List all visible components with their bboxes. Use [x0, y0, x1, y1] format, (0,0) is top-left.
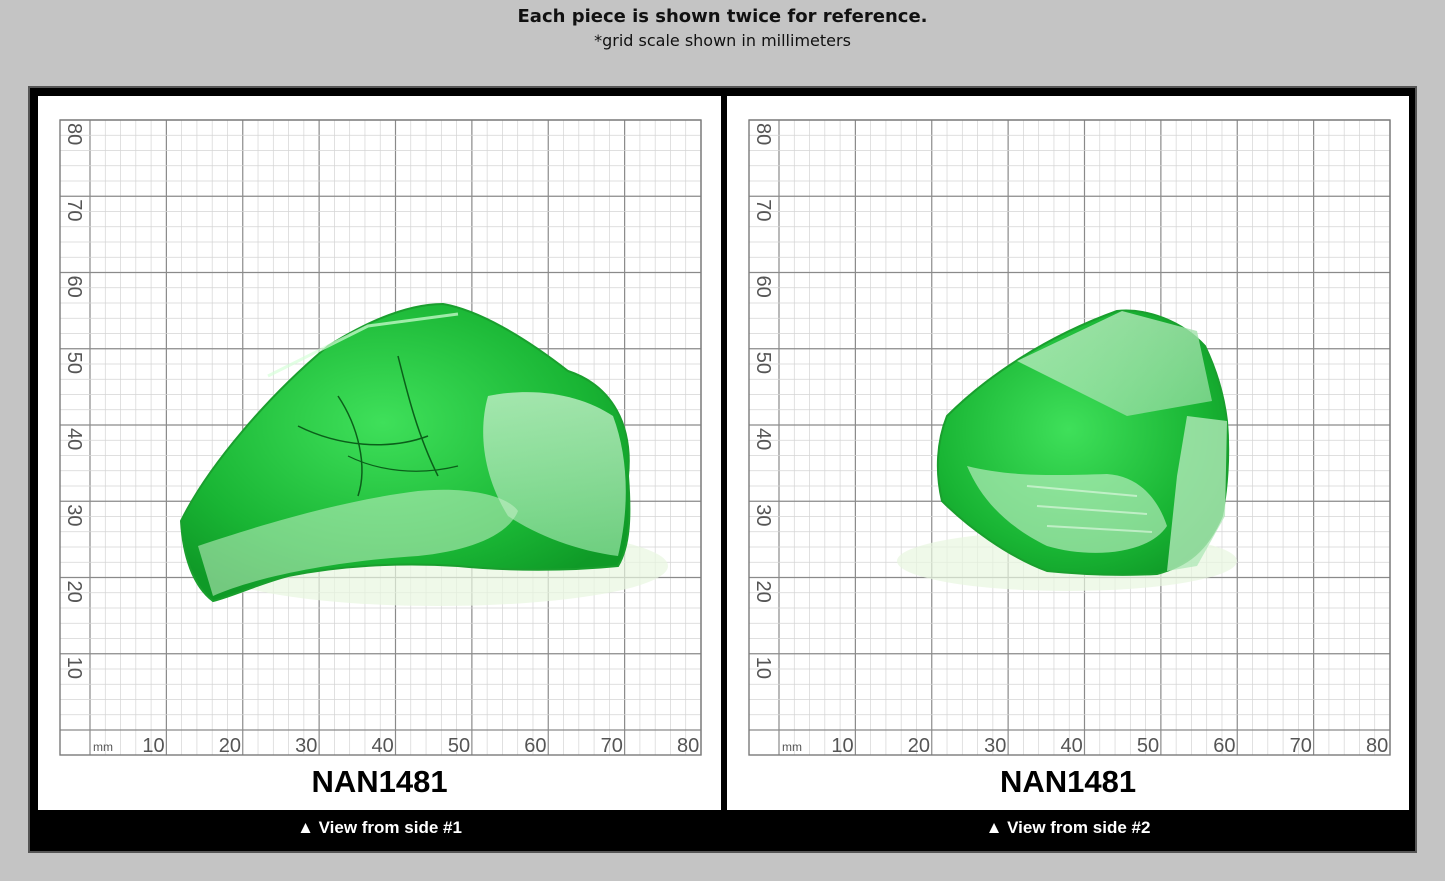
- y-tick-label: 70: [63, 199, 85, 221]
- mm-unit-label: mm: [782, 740, 802, 754]
- x-tick-label: 50: [1137, 735, 1159, 757]
- specimen-label: NAN1481: [999, 764, 1137, 799]
- view-caption-side-2: ▲ View from side #2: [985, 818, 1151, 837]
- x-tick-label: 10: [142, 735, 164, 757]
- photo-frame: mm 10 20 30 40 50 60 70 80 10 20 30 40 50 60 70 80 NAN…: [28, 86, 1417, 853]
- green-stone-side-1-icon: [179, 302, 668, 606]
- y-tick-labels: 10 20 30 40 50 60 70 80: [63, 123, 85, 679]
- x-tick-label: 30: [984, 735, 1006, 757]
- photo-panel-side-1: mm 10 20 30 40 50 60 70 80 10 20 30 40 50 60 70 80 NAN…: [38, 96, 721, 810]
- x-tick-label: 60: [1213, 735, 1235, 757]
- grid-border: [59, 119, 702, 756]
- y-tick-label: 10: [63, 657, 85, 679]
- grid-photo-side-2: mm 10 20 30 40 50 60 70 80 10 20 30 40 50 60 70 80: [748, 119, 1391, 757]
- view-caption-side-1: ▲ View from side #1: [297, 818, 462, 837]
- y-tick-labels: 10 20 30 40 50 60 70 80: [752, 123, 774, 679]
- x-tick-label: 20: [219, 735, 241, 757]
- x-tick-labels: 10 20 30 40 50 60 70 80: [142, 735, 699, 757]
- y-tick-label: 40: [63, 428, 85, 450]
- x-tick-label: 40: [1061, 735, 1083, 757]
- y-tick-label: 30: [752, 504, 774, 526]
- y-tick-label: 60: [63, 276, 85, 298]
- x-tick-label: 30: [295, 735, 317, 757]
- y-tick-label: 70: [752, 199, 774, 221]
- y-tick-label: 40: [752, 428, 774, 450]
- y-tick-label: 20: [752, 581, 774, 603]
- x-tick-label: 60: [524, 735, 546, 757]
- y-tick-label: 30: [63, 504, 85, 526]
- y-tick-label: 60: [752, 276, 774, 298]
- page-title: Each piece is shown twice for reference.: [517, 6, 928, 27]
- y-tick-label: 80: [63, 123, 85, 145]
- y-tick-label: 50: [63, 352, 85, 374]
- mm-unit-label: mm: [93, 740, 113, 754]
- y-tick-label: 10: [752, 657, 774, 679]
- grid-border: [748, 119, 1391, 756]
- x-tick-label: 40: [372, 735, 394, 757]
- green-stone-side-2-icon: [897, 309, 1237, 591]
- grid-photo-side-1: mm 10 20 30 40 50 60 70 80 10 20 30 40 50 60 70 80: [59, 119, 702, 757]
- x-tick-label: 10: [831, 735, 853, 757]
- y-tick-label: 80: [752, 123, 774, 145]
- x-tick-label: 70: [601, 735, 623, 757]
- photo-panel-side-2: mm 10 20 30 40 50 60 70 80 10 20 30 40 50 60 70 80 NAN…: [727, 96, 1409, 810]
- specimen-label: NAN1481: [311, 764, 448, 799]
- x-tick-label: 70: [1290, 735, 1312, 757]
- x-tick-label: 50: [448, 735, 470, 757]
- x-tick-label: 80: [677, 735, 699, 757]
- x-tick-label: 20: [908, 735, 930, 757]
- x-tick-labels: 10 20 30 40 50 60 70 80: [831, 735, 1388, 757]
- y-tick-label: 50: [752, 352, 774, 374]
- page-subtitle: *grid scale shown in millimeters: [594, 31, 851, 50]
- x-tick-label: 80: [1366, 735, 1388, 757]
- y-tick-label: 20: [63, 581, 85, 603]
